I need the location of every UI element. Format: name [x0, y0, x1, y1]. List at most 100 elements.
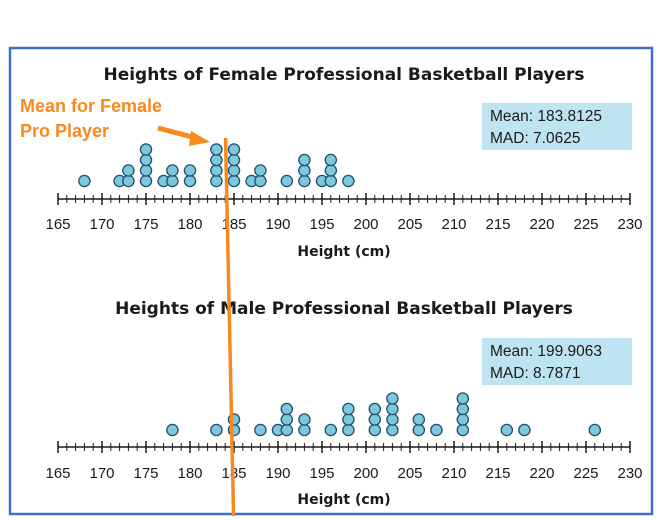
data-dot [456, 423, 470, 437]
data-dot [324, 153, 338, 167]
tick-label: 230 [617, 216, 642, 233]
female-mean-reference-line [223, 137, 236, 517]
data-dot [456, 392, 470, 405]
data-dot [280, 413, 294, 426]
data-dot [588, 423, 602, 437]
data-dot [139, 153, 153, 167]
data-dot [122, 174, 135, 188]
male-x-axis: 1651701751801851901952002052102152202252… [45, 441, 643, 482]
tick-label: 200 [353, 216, 378, 233]
male-dot-plot: Heights of Male Professional Basketball … [45, 299, 642, 508]
data-dot [183, 174, 197, 188]
tick-label: 200 [353, 465, 378, 482]
tick-label: 195 [309, 465, 334, 482]
tick-label: 175 [133, 216, 158, 233]
tick-label: 220 [529, 216, 554, 233]
annotation-arrow [157, 125, 197, 141]
data-dot [139, 143, 153, 156]
data-dot [280, 174, 294, 188]
data-dot [280, 423, 294, 437]
data-dot [254, 164, 267, 177]
data-dot [342, 174, 355, 188]
male-mad-label: MAD: 8.7871 [490, 365, 580, 382]
female-x-axis: 165 170 175 180 185 190 195 200 205 210 215 220 225 2… [45, 193, 643, 233]
tick-label: 220 [529, 465, 554, 482]
data-dot [298, 153, 311, 167]
data-dot [456, 413, 470, 426]
female-chart-title: Heights of Female Professional Basketbal… [103, 65, 584, 85]
male-chart-title: Heights of Male Professional Basketball … [115, 299, 573, 319]
data-dot [183, 164, 197, 177]
female-x-axis-title: Height (cm) [297, 244, 390, 260]
data-dot [324, 164, 338, 177]
tick-label: 190 [265, 465, 290, 482]
data-dot [518, 423, 531, 437]
female-stats-box [482, 103, 632, 150]
data-dot [254, 423, 267, 437]
tick-label: 180 [177, 216, 202, 233]
data-dot [254, 174, 267, 188]
tick-label: 205 [397, 216, 422, 233]
data-dot [139, 164, 153, 177]
data-dot [166, 423, 179, 437]
tick-label: 165 [45, 216, 70, 233]
data-dot [298, 423, 311, 437]
data-dot [298, 174, 311, 188]
male-stats-box [482, 338, 632, 385]
data-dot [227, 164, 241, 177]
data-dot [500, 423, 514, 437]
female-dot-plot: Heights of Female Professional Basketbal… [45, 65, 642, 260]
female-dots [78, 143, 355, 188]
tick-label: 195 [309, 216, 334, 233]
data-dot [368, 413, 382, 426]
data-dot [139, 174, 153, 188]
female-mean-annotation: Mean for Female Pro Player [20, 96, 236, 517]
data-dot [210, 423, 223, 437]
data-dot [324, 423, 338, 437]
tick-label: 175 [133, 465, 158, 482]
data-dot [298, 413, 311, 426]
data-dot [122, 164, 135, 177]
tick-label: 205 [397, 465, 422, 482]
tick-label: 210 [441, 216, 466, 233]
female-mean-label: Mean: 183.8125 [490, 108, 602, 125]
data-dot [456, 402, 470, 416]
data-dot [210, 174, 223, 188]
tick-label: 165 [45, 465, 70, 482]
data-dot [412, 423, 426, 437]
data-dot [166, 174, 179, 188]
annotation-line-2: Pro Player [20, 121, 109, 141]
data-dot [368, 423, 382, 437]
data-dot [386, 423, 399, 437]
tick-label: 215 [485, 216, 510, 233]
data-dot [386, 413, 399, 426]
data-dot [368, 402, 382, 416]
data-dot [324, 174, 338, 188]
tick-label: 180 [177, 465, 202, 482]
tick-label: 170 [89, 465, 114, 482]
data-dot [298, 164, 311, 177]
data-dot [280, 402, 294, 416]
data-dot [342, 413, 355, 426]
annotation-arrow-head [189, 131, 210, 146]
data-dot [342, 402, 355, 416]
data-dot [78, 174, 91, 188]
data-dot [386, 392, 399, 405]
data-dot [227, 174, 241, 188]
figure-frame [8, 46, 654, 516]
tick-label: 230 [617, 465, 642, 482]
tick-label: 225 [573, 465, 598, 482]
data-dot [210, 153, 223, 167]
data-dot [386, 402, 399, 416]
male-mean-label: Mean: 199.9063 [490, 343, 602, 360]
tick-label: 185 [221, 216, 246, 233]
data-dot [210, 164, 223, 177]
female-mad-label: MAD: 7.0625 [490, 130, 580, 147]
data-dot [210, 143, 223, 156]
data-dot [342, 423, 355, 437]
annotation-line-1: Mean for Female [20, 96, 162, 116]
data-dot [227, 143, 241, 156]
tick-label: 210 [441, 465, 466, 482]
tick-label: 225 [573, 216, 598, 233]
